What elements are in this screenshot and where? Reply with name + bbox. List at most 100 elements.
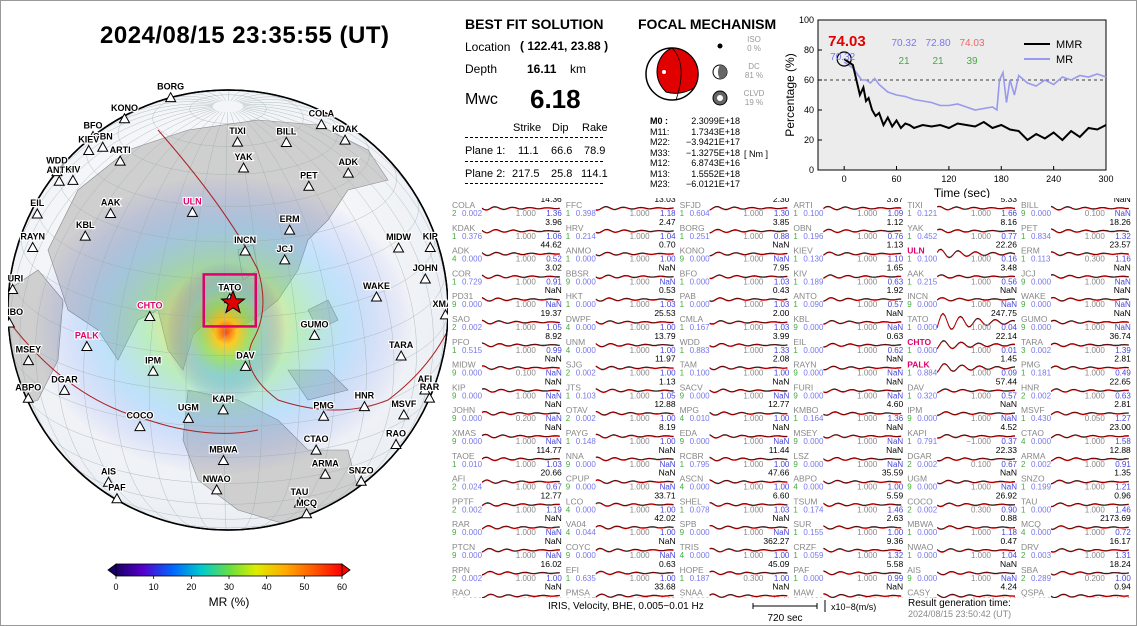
station-grade: 2 bbox=[452, 209, 457, 218]
station-marker-chto: CHTO bbox=[136, 299, 164, 322]
station-trace-ctao: CTAO 23.00 4 0.000 1.000 1.58 bbox=[1021, 422, 1131, 446]
station-weight: 0.000 bbox=[462, 300, 483, 309]
station-amplitude: 247.75 bbox=[991, 308, 1017, 318]
station-name: COLA bbox=[452, 200, 475, 210]
waveform-synthetic bbox=[595, 434, 674, 439]
station-triangle-icon bbox=[423, 392, 436, 403]
waveform-observed bbox=[937, 479, 1016, 484]
station-ratio: 0.49 bbox=[1115, 369, 1131, 378]
waveform-synthetic bbox=[709, 366, 788, 371]
station-amplitude: 0.88 bbox=[1000, 513, 1017, 523]
station-name: RCBR bbox=[680, 451, 704, 461]
station-ratio: 1.39 bbox=[1115, 346, 1131, 355]
station-label: EIL bbox=[30, 198, 45, 208]
station-trace-rao: RAO NaN 6 0.000 1.000 NaN bbox=[452, 582, 562, 598]
station-weight: 0.214 bbox=[576, 232, 597, 241]
waveform-synthetic bbox=[936, 594, 1015, 598]
station-grade: 4 bbox=[1021, 437, 1026, 446]
station-weight: 0.791 bbox=[917, 437, 938, 446]
waveform-observed bbox=[1050, 570, 1129, 576]
count-label: 21 bbox=[898, 56, 910, 67]
station-amplitude: 12.88 bbox=[654, 399, 676, 409]
station-trace-unm: UNM 13.79 4 0.000 1.000 1.00 bbox=[566, 331, 676, 355]
station-trace-ascn: ASCN 47.66 4 0.000 1.000 1.00 bbox=[680, 468, 790, 492]
station-label: MIDW bbox=[386, 232, 411, 242]
waveform-synthetic bbox=[481, 480, 560, 485]
time-scale-bar: 720 sec x10−8(m/s) bbox=[752, 600, 876, 624]
station-weight: 0.164 bbox=[803, 414, 824, 423]
graticule-line bbox=[239, 110, 395, 512]
station-weight: 0.000 bbox=[917, 551, 938, 560]
station-trace-coyc: COYC NaN 9 0.000 1.000 NaN bbox=[566, 536, 676, 560]
station-amplitude: NaN bbox=[1114, 308, 1131, 318]
beachball-icon bbox=[645, 47, 699, 101]
plane1-rake: 78.9 bbox=[584, 145, 606, 157]
station-label: FURI bbox=[8, 273, 23, 283]
station-amplitude: 13.03 bbox=[654, 198, 676, 204]
station-ratio: NaN bbox=[887, 437, 903, 446]
station-label: RAYN bbox=[20, 232, 45, 242]
iso-icon bbox=[717, 43, 723, 49]
station-triangle-icon bbox=[217, 403, 230, 415]
station-amplitude: 33.68 bbox=[654, 582, 676, 592]
waveform-synthetic bbox=[709, 252, 788, 257]
station-trace-ffc: FFC 13.03 1 0.398 1.000 1.18 bbox=[566, 198, 676, 218]
station-amplitude: NaN bbox=[545, 422, 562, 432]
station-name: INCN bbox=[907, 291, 928, 301]
moment-row: M13: 1.5552E+18 bbox=[650, 169, 740, 180]
station-name: AAK bbox=[907, 268, 924, 278]
station-triangle-icon bbox=[104, 207, 117, 219]
station-name: WAKE bbox=[1021, 291, 1046, 301]
waveform-synthetic bbox=[595, 548, 674, 553]
station-grade: 9 bbox=[1021, 209, 1026, 218]
station-name: CASY bbox=[907, 588, 930, 598]
station-marker-ais: AIS bbox=[100, 465, 117, 487]
station-factor: 1.000 bbox=[971, 574, 992, 583]
station-weight: 0.000 bbox=[462, 597, 483, 598]
station-name: RAYN bbox=[793, 360, 816, 370]
station-trace-palk: PALK 1.45 1 0.884 1.000 0.09 bbox=[907, 354, 1017, 378]
station-trace-ipm: IPM NaN 9 0.000 1.000 NaN bbox=[907, 399, 1017, 423]
station-grade: 1 bbox=[907, 232, 912, 241]
station-trace-pfo: PFO 8.92 1 0.515 1.000 0.99 bbox=[452, 331, 562, 355]
station-grade: 1 bbox=[1021, 597, 1026, 598]
station-grade: 4 bbox=[566, 323, 571, 332]
station-weight: 0.130 bbox=[803, 255, 824, 264]
station-grade: 1 bbox=[907, 391, 912, 400]
station-weight: 0.000 bbox=[1031, 505, 1052, 514]
station-factor: 1.000 bbox=[630, 437, 651, 446]
waveform-observed bbox=[481, 456, 560, 461]
x-tick-label: 60 bbox=[892, 174, 902, 184]
station-marker-cola: COLA bbox=[308, 108, 336, 130]
station-name: MIDW bbox=[452, 360, 476, 370]
waveform-synthetic bbox=[936, 548, 1016, 553]
station-grade: 9 bbox=[680, 528, 685, 537]
best-fit-title: BEST FIT SOLUTION bbox=[465, 16, 604, 32]
station-name: OBN bbox=[793, 223, 811, 233]
moment-row: M23: −6.0121E+17 bbox=[650, 179, 740, 190]
station-weight: 0.000 bbox=[917, 574, 938, 583]
station-amplitude: 16.17 bbox=[1110, 536, 1132, 546]
station-ratio: 1.18 bbox=[1001, 528, 1017, 537]
focal-mechanism-graphics: ISO 0 % DC 81 % CLVD 19 % bbox=[645, 35, 765, 107]
waveform-observed bbox=[1050, 205, 1129, 211]
waveform-observed bbox=[937, 228, 1016, 233]
station-name: KIP bbox=[452, 382, 466, 392]
result-generation-time: Result generation time: 2024/08/15 23:50… bbox=[908, 598, 1011, 619]
station-weight: 0.635 bbox=[576, 597, 597, 598]
epicenter-box bbox=[202, 273, 257, 328]
station-grade: 2 bbox=[452, 505, 457, 514]
graticule-line bbox=[187, 93, 221, 102]
waveform-observed bbox=[709, 479, 788, 484]
waveform-observed bbox=[823, 228, 902, 233]
station-triangle-icon bbox=[143, 310, 156, 322]
station-factor: 1.000 bbox=[743, 505, 764, 514]
station-ratio: 0.91 bbox=[1115, 460, 1131, 469]
station-factor: 0.100 bbox=[971, 460, 992, 469]
station-ratio: 1.00 bbox=[660, 597, 676, 598]
dc-value: 81 % bbox=[745, 71, 763, 80]
station-trace-wdd: WDD 3.99 1 0.883 1.000 1.33 bbox=[680, 331, 790, 355]
waveform-observed bbox=[937, 388, 1016, 393]
waveform-observed bbox=[1050, 296, 1129, 302]
station-ratio: 0.77 bbox=[1001, 232, 1017, 241]
